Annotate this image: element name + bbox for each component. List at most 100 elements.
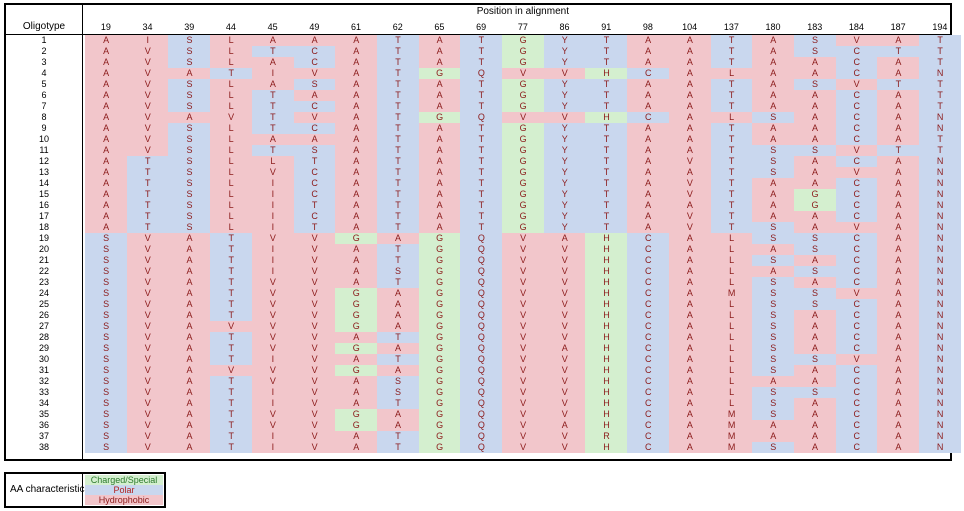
residue-cell: C <box>835 431 878 442</box>
residue-cell: V <box>251 233 294 244</box>
residue-cell: Q <box>460 266 503 277</box>
residue-cell: T <box>126 222 169 233</box>
residue-cell: T <box>376 90 420 101</box>
residue-cell: V <box>543 112 586 123</box>
residue-cell: A <box>752 134 795 145</box>
residue-cell: C <box>627 288 670 299</box>
oligotype-id: 18 <box>6 222 82 233</box>
residue-cell: C <box>835 134 878 145</box>
residue-cell: A <box>85 156 128 167</box>
residue-cell: I <box>251 244 294 255</box>
residue-cell: T <box>376 222 420 233</box>
residue-cell: C <box>835 321 878 332</box>
residue-cell: H <box>585 288 628 299</box>
residue-cell: G <box>502 156 545 167</box>
residue-cell: A <box>418 200 461 211</box>
residue-cell: C <box>293 189 336 200</box>
residue-cell: A <box>877 398 920 409</box>
residue-cell: N <box>919 68 962 79</box>
oligotype-id: 28 <box>6 332 82 343</box>
oligotype-id: 32 <box>6 376 82 387</box>
position-label: 180 <box>765 22 781 32</box>
residue-cell: I <box>251 255 294 266</box>
residue-cell: A <box>668 35 711 46</box>
residue-cell: V <box>293 420 336 431</box>
residue-cell: Y <box>543 222 586 233</box>
residue-cell: A <box>793 398 837 409</box>
residue-cell: A <box>335 222 378 233</box>
residue-cell: T <box>376 442 420 453</box>
residue-cell: H <box>585 233 628 244</box>
residue-cell: V <box>502 68 545 79</box>
residue-cell: A <box>877 255 920 266</box>
residue-cell: T <box>376 57 420 68</box>
residue-cell: A <box>168 354 211 365</box>
residue-cell: G <box>502 90 545 101</box>
residue-cell: A <box>335 398 378 409</box>
residue-cell: V <box>293 409 336 420</box>
oligotype-id: 25 <box>6 299 82 310</box>
residue-cell: A <box>418 211 461 222</box>
residue-cell: Y <box>543 46 586 57</box>
residue-cell: S <box>376 387 420 398</box>
residue-cell: A <box>793 376 837 387</box>
residue-cell: A <box>627 35 670 46</box>
legend-charged-special: Charged/Special <box>85 475 163 485</box>
residue-cell: V <box>502 112 545 123</box>
residue-cell: H <box>585 299 628 310</box>
residue-cell: V <box>293 255 336 266</box>
residue-cell: A <box>793 420 837 431</box>
residue-cell: S <box>793 46 837 57</box>
residue-cell: G <box>418 376 461 387</box>
residue-cell: G <box>793 200 837 211</box>
residue-cell: A <box>168 376 211 387</box>
residue-cell: C <box>835 101 878 112</box>
residue-cell: A <box>627 90 670 101</box>
residue-cell: C <box>627 409 670 420</box>
oligotype-id: 36 <box>6 420 82 431</box>
residue-cell: V <box>543 332 586 343</box>
residue-cell: A <box>543 420 586 431</box>
residue-cell: Y <box>543 101 586 112</box>
residue-cell: V <box>293 277 336 288</box>
residue-cell: A <box>335 112 378 123</box>
residue-cell: C <box>835 277 878 288</box>
residue-cell: A <box>376 299 420 310</box>
residue-cell: G <box>502 178 545 189</box>
residue-cell: T <box>210 68 253 79</box>
residue-cell: A <box>418 35 461 46</box>
residue-cell: A <box>627 101 670 112</box>
residue-cell: V <box>543 387 586 398</box>
residue-cell: C <box>627 376 670 387</box>
residue-cell: A <box>793 310 837 321</box>
position-label: 183 <box>807 22 823 32</box>
residue-cell: G <box>418 409 461 420</box>
residue-cell: M <box>710 442 753 453</box>
residue-cell: A <box>627 145 670 156</box>
oligotype-id: 4 <box>6 68 82 79</box>
residue-cell: C <box>627 68 670 79</box>
residue-cell: V <box>502 288 545 299</box>
residue-cell: A <box>752 189 795 200</box>
residue-cell: A <box>85 35 128 46</box>
residue-cell: S <box>793 354 837 365</box>
residue-cell: T <box>376 211 420 222</box>
residue-cell: M <box>710 288 753 299</box>
residue-cell: V <box>502 255 545 266</box>
residue-cell: T <box>919 35 962 46</box>
residue-cell: I <box>251 354 294 365</box>
residue-cell: S <box>752 277 795 288</box>
residue-cell: Q <box>460 277 503 288</box>
residue-cell: A <box>668 255 711 266</box>
residue-cell: A <box>627 57 670 68</box>
residue-cell: N <box>919 288 962 299</box>
residue-cell: A <box>668 90 711 101</box>
residue-cell: A <box>168 387 211 398</box>
residue-cell: V <box>543 255 586 266</box>
residue-cell: A <box>668 420 711 431</box>
residue-cell: T <box>460 57 503 68</box>
residue-cell: V <box>126 332 169 343</box>
residue-cell: T <box>710 101 753 112</box>
residue-cell: S <box>168 200 211 211</box>
position-label: 91 <box>601 22 612 32</box>
